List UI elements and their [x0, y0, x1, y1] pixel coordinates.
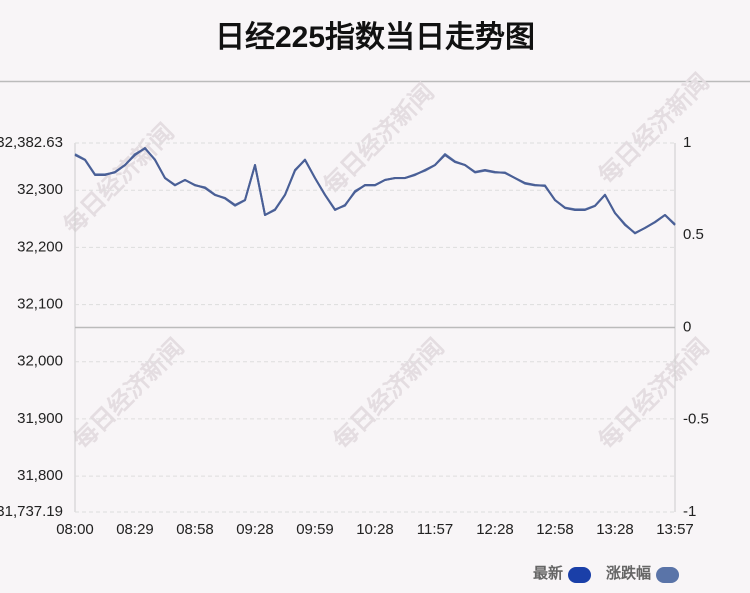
y-tick-label: 31,900	[17, 410, 63, 427]
x-tick-label: 12:58	[536, 521, 574, 538]
x-tick-label: 08:58	[176, 521, 214, 538]
y-tick-label: 31,800	[17, 467, 63, 484]
y2-tick-label: -0.5	[683, 411, 709, 428]
x-tick-label: 09:59	[296, 521, 334, 538]
y-tick-label: 31,737.19	[0, 503, 63, 520]
x-tick-label: 11:57	[417, 521, 453, 538]
y-tick-label: 32,300	[17, 181, 63, 198]
y2-tick-label: -1	[683, 503, 696, 520]
legend-label: 涨跌幅	[606, 564, 651, 582]
y-tick-label: 32,382.63	[0, 134, 63, 151]
y2-tick-label: 0.5	[683, 226, 704, 243]
legend-swatch	[568, 567, 592, 583]
y-tick-label: 32,000	[17, 353, 63, 370]
legend-label: 最新	[533, 564, 563, 582]
y-tick-label: 32,100	[17, 296, 63, 313]
series-line	[74, 147, 676, 234]
y-tick-label: 32,200	[17, 238, 63, 255]
x-tick-label: 13:28	[596, 521, 634, 538]
x-tick-label: 10:28	[356, 521, 394, 538]
x-tick-label: 08:29	[116, 521, 154, 538]
y2-tick-label: 1	[683, 134, 691, 151]
x-tick-label: 13:57	[656, 521, 694, 538]
x-tick-label: 09:28	[236, 521, 274, 538]
x-tick-label: 08:00	[56, 521, 94, 538]
y2-tick-label: 0	[683, 318, 691, 335]
chart-title: 日经225指数当日走势图	[215, 20, 535, 54]
x-tick-label: 12:28	[476, 521, 514, 538]
legend-swatch	[656, 567, 680, 583]
